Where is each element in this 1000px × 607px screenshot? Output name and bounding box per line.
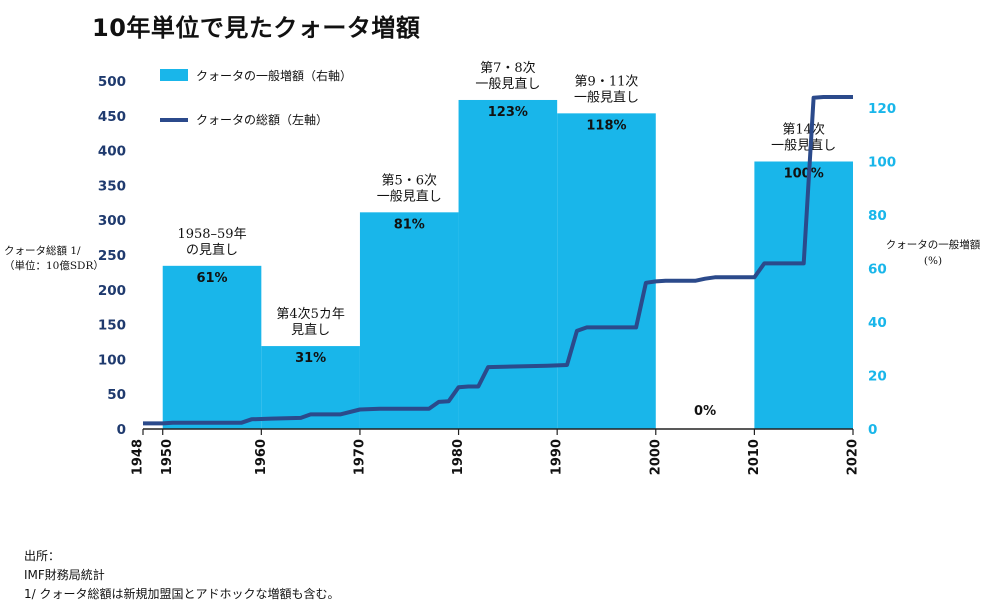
footnote-source-label: 出所： <box>24 549 61 563</box>
annotation-layer: 1958–59年の見直し第4次5カ年見直し第5・6次一般見直し第7・8次一般見直… <box>177 60 836 338</box>
y-left-title: クォータ総額 1/ <box>4 244 81 257</box>
y-left-tick-400: 400 <box>98 144 126 160</box>
x-tick-label-1948: 1948 <box>131 439 146 475</box>
axis-layer: 1948 1950 1960 1970 1980 1990 2000 2010 20200501… <box>98 74 896 475</box>
bar-annotation-1960-0: 第4次5カ年 <box>276 306 345 322</box>
bar-annotation-1990-0: 第9・11次 <box>575 73 639 89</box>
bar-label-1950: 61% <box>196 271 227 286</box>
y-left-tick-250: 250 <box>98 248 126 264</box>
legend-bar-swatch <box>160 69 188 81</box>
line-layer <box>143 95 853 426</box>
chart-title: 10年単位で見たクォータ増額 <box>92 14 421 42</box>
bar-annotation-1970-0: 第5・6次 <box>381 172 437 188</box>
bar-1990 <box>557 113 656 429</box>
bar-label-1990: 118% <box>586 118 626 133</box>
bar-annotation-1990-1: 一般見直し <box>574 89 639 105</box>
x-tick-label-1970: 1970 <box>352 439 367 475</box>
y-right-title: クォータの一般増額 <box>886 238 981 251</box>
y-left-tick-350: 350 <box>98 178 126 194</box>
y-right-tick-20: 20 <box>868 369 887 385</box>
bar-label-1980: 123% <box>488 105 528 120</box>
y-right-tick-60: 60 <box>868 262 887 278</box>
bar-annotation-1970-1: 一般見直し <box>377 188 442 204</box>
bar-annotation-1980-1: 一般見直し <box>475 76 540 92</box>
x-tick-label-1990: 1990 <box>550 439 565 475</box>
y-right-tick-80: 80 <box>868 208 887 224</box>
y-left-tick-450: 450 <box>98 109 126 125</box>
bar-label-2000: 0% <box>694 404 716 419</box>
y-left-tick-50: 50 <box>107 387 126 403</box>
bar-label-2010: 100% <box>784 167 824 182</box>
bar-annotation-2010-0: 第14次 <box>782 122 825 138</box>
bar-1970 <box>359 212 459 429</box>
x-tick-label-2020: 2020 <box>846 439 861 475</box>
legend: クォータの一般増額（右軸） クォータの総額（左軸） <box>160 68 352 127</box>
bar-1980 <box>458 99 558 429</box>
bar-annotation-2010-1: 一般見直し <box>771 138 836 154</box>
y-left-tick-100: 100 <box>98 352 126 368</box>
y-right-tick-120: 120 <box>868 101 896 117</box>
x-tick-label-1950: 1950 <box>160 439 175 475</box>
y-right-tick-0: 0 <box>868 422 877 438</box>
bar-annotation-1950-0: 1958–59年 <box>177 227 246 242</box>
bar-label-layer: 61% 31% 81% 123% 118% 0% 100% <box>196 105 823 419</box>
footnote-source: IMF財務局統計 <box>24 568 105 582</box>
bar-1950 <box>162 265 262 429</box>
y-left-tick-0: 0 <box>117 422 126 438</box>
x-tick-label-1980: 1980 <box>451 439 466 475</box>
y-right-tick-40: 40 <box>868 315 887 331</box>
x-tick-label-2010: 2010 <box>747 439 762 475</box>
legend-bar-label: クォータの一般増額（右軸） <box>196 68 352 83</box>
bar-label-1970: 81% <box>394 217 425 232</box>
bar-annotation-1980-0: 第7・8次 <box>480 60 536 76</box>
bar-annotation-1960-1: 見直し <box>291 323 330 338</box>
bar-layer <box>162 99 853 429</box>
line-total-quota <box>143 95 853 426</box>
legend-line-label: クォータの総額（左軸） <box>196 112 328 127</box>
bar-annotation-1950-1: の見直し <box>186 243 238 258</box>
bar-2010 <box>754 161 853 429</box>
y-left-tick-150: 150 <box>98 318 126 334</box>
y-left-tick-200: 200 <box>98 283 126 299</box>
x-tick-label-1960: 1960 <box>254 439 269 475</box>
bar-label-1960: 31% <box>295 351 326 366</box>
y-left-tick-300: 300 <box>98 213 126 229</box>
y-right-tick-100: 100 <box>868 155 896 171</box>
y-right-unit: (%) <box>924 255 942 267</box>
y-left-tick-500: 500 <box>98 74 126 90</box>
y-left-unit: （単位：10億SDR） <box>4 259 104 272</box>
footnote-1: 1/ クォータ総額は新規加盟国とアドホックな増額も含む。 <box>24 587 340 601</box>
x-tick-label-2000: 2000 <box>648 439 663 475</box>
